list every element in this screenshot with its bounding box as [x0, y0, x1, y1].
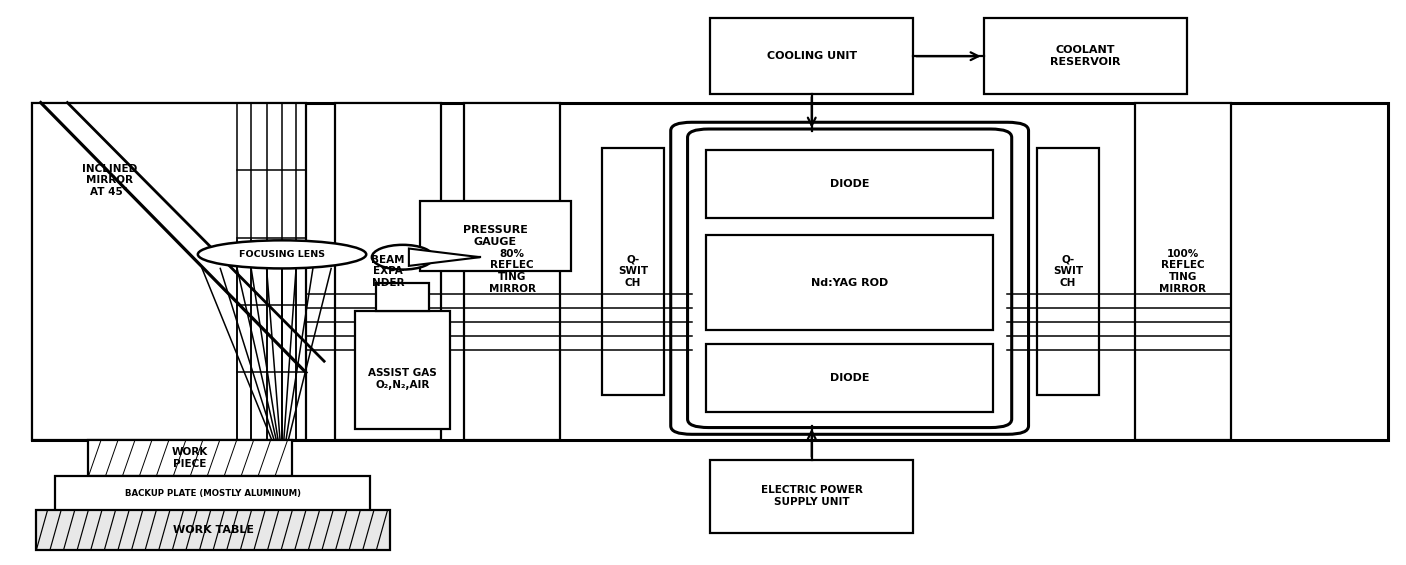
Bar	[55, 476, 370, 511]
Bar	[1038, 147, 1098, 395]
Bar	[984, 18, 1187, 94]
Text: INCLINED
MIRROR
AT 45°: INCLINED MIRROR AT 45°	[82, 164, 136, 197]
Bar	[706, 344, 994, 412]
Bar	[710, 459, 914, 533]
Text: WORK
PIECE: WORK PIECE	[172, 447, 208, 469]
Text: PRESSURE
GAUGE: PRESSURE GAUGE	[463, 225, 527, 247]
Text: COOLING UNIT: COOLING UNIT	[766, 51, 856, 61]
Bar	[706, 234, 994, 331]
Bar	[464, 103, 560, 440]
Text: Nd:YAG ROD: Nd:YAG ROD	[811, 277, 889, 288]
Bar	[1135, 103, 1230, 440]
Text: 80%
REFLEC
TING
MIRROR: 80% REFLEC TING MIRROR	[489, 249, 536, 294]
Text: BEAM
EXPA
NDER: BEAM EXPA NDER	[371, 255, 405, 288]
FancyBboxPatch shape	[671, 122, 1029, 434]
Ellipse shape	[198, 240, 366, 268]
Bar	[336, 103, 440, 440]
Text: Q-
SWIT
CH: Q- SWIT CH	[1053, 255, 1083, 288]
Bar	[32, 103, 307, 440]
Text: WORK TABLE: WORK TABLE	[173, 525, 253, 535]
Bar	[375, 282, 429, 311]
Text: FOCUSING LENS: FOCUSING LENS	[239, 250, 325, 259]
FancyBboxPatch shape	[688, 129, 1012, 428]
Text: ELECTRIC POWER
SUPPLY UNIT: ELECTRIC POWER SUPPLY UNIT	[761, 485, 863, 507]
Text: 100%
REFLEC
TING
MIRROR: 100% REFLEC TING MIRROR	[1160, 249, 1206, 294]
Bar	[602, 147, 664, 395]
Text: DIODE: DIODE	[830, 179, 869, 189]
Bar	[32, 103, 1388, 440]
Text: ASSIST GAS
O₂,N₂,AIR: ASSIST GAS O₂,N₂,AIR	[368, 368, 437, 390]
Bar	[710, 18, 914, 94]
Text: BACKUP PLATE (MOSTLY ALUMINUM): BACKUP PLATE (MOSTLY ALUMINUM)	[125, 489, 301, 498]
Bar	[706, 150, 994, 218]
Bar	[37, 510, 389, 550]
Polygon shape	[409, 249, 479, 266]
Bar	[419, 201, 571, 271]
Text: Q-
SWIT
CH: Q- SWIT CH	[617, 255, 648, 288]
Text: COOLANT
RESERVOIR: COOLANT RESERVOIR	[1050, 45, 1121, 67]
Text: DIODE: DIODE	[830, 373, 869, 383]
Bar	[354, 311, 450, 429]
Bar	[89, 440, 292, 476]
Circle shape	[371, 245, 433, 270]
